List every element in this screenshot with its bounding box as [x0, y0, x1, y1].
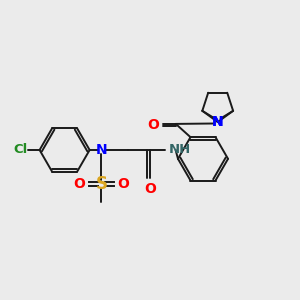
- Text: NH: NH: [169, 143, 191, 157]
- Text: Cl: Cl: [13, 143, 27, 157]
- Text: N: N: [96, 143, 107, 157]
- Text: O: O: [118, 177, 130, 191]
- Text: O: O: [148, 118, 160, 132]
- Text: N: N: [212, 115, 224, 129]
- Text: N: N: [212, 115, 224, 129]
- Text: S: S: [95, 175, 107, 193]
- Text: O: O: [144, 182, 156, 196]
- Text: O: O: [73, 177, 85, 191]
